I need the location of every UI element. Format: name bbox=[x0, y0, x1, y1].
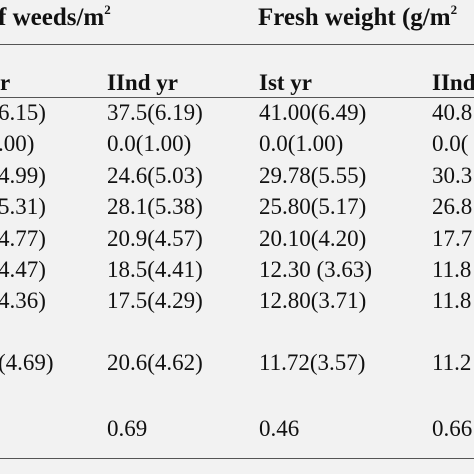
table-cell: 26.8 bbox=[432, 194, 473, 219]
table-cell: 18.5(4.41) bbox=[107, 257, 203, 282]
subheader-iind-yr: IInd yr bbox=[107, 70, 178, 95]
table-cell: 11.72(3.57) bbox=[259, 350, 366, 375]
table-cell: (4.69) bbox=[0, 350, 54, 375]
header-fresh-weight: Fresh weight (g/m2 bbox=[258, 2, 458, 31]
table-cell: 11.2 bbox=[432, 350, 472, 375]
table-cell: 12.30 (3.63) bbox=[259, 257, 373, 282]
table-cell: 0.46 bbox=[259, 416, 300, 441]
table-cell: 25.80(5.17) bbox=[259, 194, 367, 219]
subheader-rule bbox=[0, 97, 474, 98]
table-cell: 11.8 bbox=[432, 288, 472, 313]
table-cell: 11.8 bbox=[432, 257, 472, 282]
header-weeds-count: f weeds/m2 bbox=[0, 2, 111, 31]
bottom-rule bbox=[0, 458, 474, 459]
table-cell: 41.00(6.49) bbox=[259, 100, 367, 125]
table-cell: 0.0( bbox=[432, 131, 469, 156]
table-cell: 40.8 bbox=[432, 100, 473, 125]
table-cell: 0.66 bbox=[432, 416, 473, 441]
table-cell: 0.0(1.00) bbox=[107, 131, 192, 156]
subheader-ist-yr: Ist yr bbox=[259, 70, 313, 95]
table-cell: 17.5(4.29) bbox=[107, 288, 203, 313]
subheader-iind-partial: IInd bbox=[432, 70, 474, 95]
table-cell: 0.0(1.00) bbox=[259, 131, 344, 156]
table-cell: 4.36) bbox=[0, 288, 46, 313]
subheader-ist-yr-partial: r bbox=[0, 70, 11, 95]
table-cell: 0.69 bbox=[107, 416, 148, 441]
table-cell: 20.9(4.57) bbox=[107, 226, 203, 251]
table-cell: 17.7 bbox=[432, 226, 473, 251]
table-cell: 12.80(3.71) bbox=[259, 288, 367, 313]
table-cell: 37.5(6.19) bbox=[107, 100, 203, 125]
table-cell: 4.47) bbox=[0, 257, 46, 282]
table-cell: 20.10(4.20) bbox=[259, 226, 367, 251]
table-cell: 20.6(4.62) bbox=[107, 350, 203, 375]
table-cell: 4.99) bbox=[0, 163, 46, 188]
table-cell: 5.31) bbox=[0, 194, 46, 219]
table-cell: 6.15) bbox=[0, 100, 46, 125]
table-cell: 30.3 bbox=[432, 163, 473, 188]
table-cell: .00) bbox=[0, 131, 35, 156]
header-rule bbox=[0, 44, 474, 45]
table-cell: 28.1(5.38) bbox=[107, 194, 203, 219]
table-cell: 4.77) bbox=[0, 226, 46, 251]
table-cell: 29.78(5.55) bbox=[259, 163, 367, 188]
table-cell: 24.6(5.03) bbox=[107, 163, 203, 188]
